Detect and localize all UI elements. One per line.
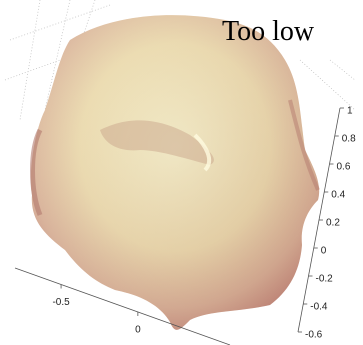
y-tick-label: 0: [321, 246, 327, 257]
y-tick-label: 0.2: [326, 218, 340, 229]
surface: [31, 15, 319, 330]
y-tick-label: 0.6: [337, 162, 351, 173]
y-tick-label: 0.8: [342, 134, 356, 145]
y-tick-label: 0.4: [331, 190, 345, 201]
x-tick-label: 0: [135, 325, 141, 336]
y-tick-label: -0.4: [310, 302, 328, 313]
chart: Too low 1 0.8 0.6 0.4 0.2 0 -0.2 -0.4 -0.6 -0.5 0: [0, 0, 363, 345]
chart-title: Too low: [222, 16, 315, 47]
y-tick-label: -0.2: [316, 274, 334, 285]
y-tick-label: -0.6: [305, 330, 323, 341]
x-tick-label: -0.5: [52, 297, 70, 308]
y-tick-label: 1: [347, 106, 353, 117]
